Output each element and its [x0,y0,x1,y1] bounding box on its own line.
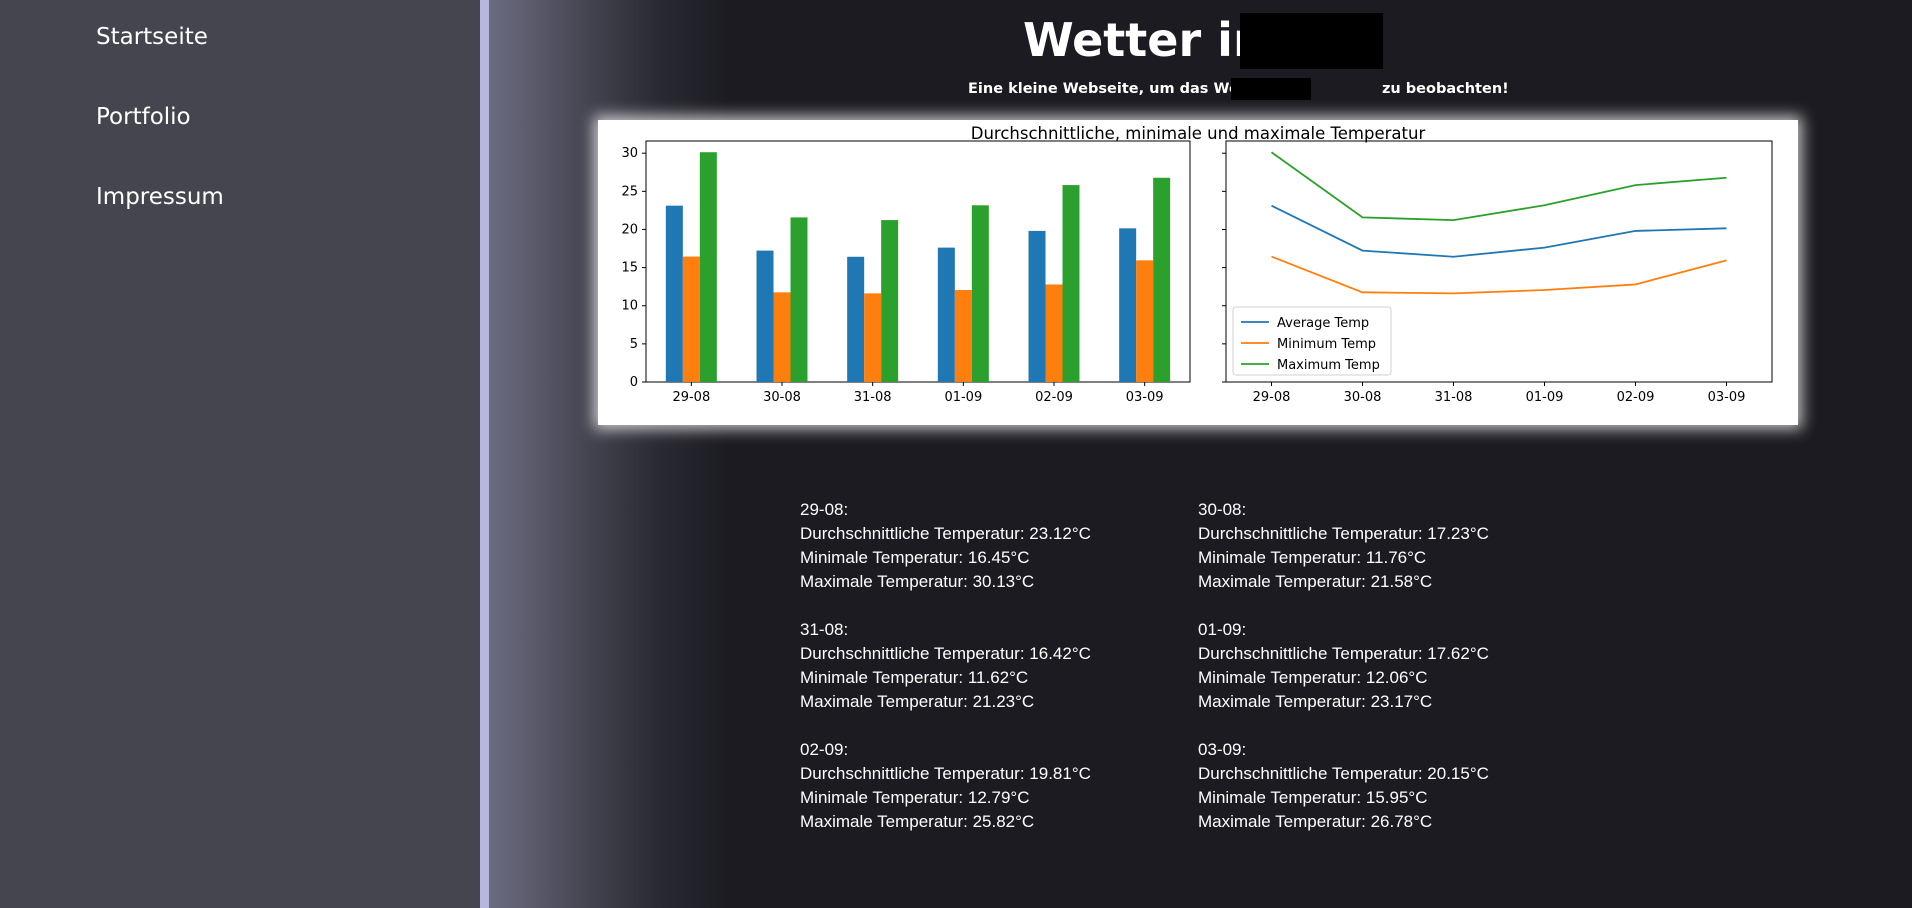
legend-label: Average Temp [1277,316,1369,331]
bar-maximum-temp [790,217,808,382]
chart-svg: 0 5 10 15 20 25 30 29-08 30-08 31-08 01-09 02-09 03-… [621,140,1773,405]
day-minimum-temp: Minimale Temperatur: 12.79°C [800,788,1030,807]
day-minimum-temp: Minimale Temperatur: 15.95°C [1198,788,1428,807]
nav-item-startseite[interactable]: Startseite [96,24,208,50]
day-minimum-temp: Minimale Temperatur: 16.45°C [800,548,1030,567]
x-tick-label-right-chart: 01-09 [1526,390,1564,405]
bar-average-temp [665,205,683,382]
y-tick-label: 30 [621,146,638,161]
sidebar: Startseite Portfolio Impressum [0,0,480,908]
x-tick-label-right-chart: 02-09 [1617,390,1655,405]
bar-average-temp [847,256,865,382]
chart-title: Durchschnittliche, minimale und maximale… [970,124,1426,143]
day-minimum-temp: Minimale Temperatur: 11.62°C [800,668,1029,687]
day-maximum-temp: Maximale Temperatur: 30.13°C [800,572,1035,591]
series-line-maximum-temp [1270,151,1727,221]
x-tick-label: 30-08 [763,390,801,405]
bar-maximum-temp [1062,185,1080,382]
nav-item-impressum[interactable]: Impressum [96,184,224,210]
bar-maximum-temp [971,205,989,382]
bar-minimum-temp [682,256,700,382]
day-average-temp: Durchschnittliche Temperatur: 20.15°C [1198,764,1489,783]
y-tick-label: 20 [621,222,638,237]
day-summary: 30-08: Durchschnittliche Temperatur: 17.2… [1198,498,1489,594]
day-date: 31-08: [800,620,849,639]
page-title: Wetter in [1023,13,1266,67]
line-chart-frame [1225,140,1773,383]
day-maximum-temp: Maximale Temperatur: 26.78°C [1198,812,1433,831]
redacted-city-subtitle [1231,78,1311,100]
legend-label: Maximum Temp [1277,358,1380,373]
legend-box [1232,306,1392,376]
day-average-temp: Durchschnittliche Temperatur: 17.62°C [1198,644,1489,663]
day-average-temp: Durchschnittliche Temperatur: 19.81°C [800,764,1091,783]
x-tick-label: 01-09 [944,390,982,405]
y-tick-label: 15 [621,261,638,276]
x-tick-label-right-chart: 29-08 [1253,390,1291,405]
x-tick-label: 31-08 [854,390,892,405]
bar-average-temp [1119,228,1137,382]
day-summary: 02-09: Durchschnittliche Temperatur: 19.8… [800,738,1091,834]
subtitle-after: zu beobachten! [1381,81,1509,97]
x-tick-label: 29-08 [672,390,710,405]
day-minimum-temp: Minimale Temperatur: 12.06°C [1198,668,1428,687]
bar-minimum-temp [773,292,791,382]
bar-chart-frame [645,140,1191,383]
bar-minimum-temp [954,290,972,382]
nav-item-portfolio[interactable]: Portfolio [96,104,191,130]
bar-minimum-temp [864,293,882,382]
y-tick-label: 25 [621,184,638,199]
bar-average-temp [756,250,774,382]
x-tick-label-right-chart: 31-08 [1435,390,1473,405]
redacted-city-title [1240,13,1383,69]
legend-label: Minimum Temp [1277,337,1376,352]
day-date: 02-09: [800,740,849,759]
day-summary: 03-09: Durchschnittliche Temperatur: 20.1… [1198,738,1489,834]
day-date: 30-08: [1198,500,1247,519]
bar-minimum-temp [1136,260,1154,382]
y-tick-label: 5 [630,337,638,352]
day-average-temp: Durchschnittliche Temperatur: 16.42°C [800,644,1091,663]
x-tick-label-right-chart: 30-08 [1344,390,1382,405]
day-maximum-temp: Maximale Temperatur: 25.82°C [800,812,1035,831]
page-subtitle: Eine kleine Webseite, um das Wetter in zu… [968,80,1509,98]
day-date: 29-08: [800,500,849,519]
bar-maximum-temp [881,220,899,382]
bar-minimum-temp [1045,284,1063,382]
day-maximum-temp: Maximale Temperatur: 23.17°C [1198,692,1433,711]
series-line-minimum-temp [1271,255,1727,295]
x-tick-label-right-chart: 03-09 [1708,390,1746,405]
bar-maximum-temp [699,152,717,382]
day-date: 01-09: [1198,620,1247,639]
day-minimum-temp: Minimale Temperatur: 11.76°C [1198,548,1427,567]
y-tick-label: 0 [630,375,638,390]
day-maximum-temp: Maximale Temperatur: 21.23°C [800,692,1035,711]
day-summary: 29-08: Durchschnittliche Temperatur: 23.1… [800,498,1091,594]
bar-maximum-temp [1153,177,1171,382]
x-tick-label: 02-09 [1035,390,1073,405]
sidebar-border [480,0,489,908]
temperature-chart: Durchschnittliche, minimale und maximale… [598,120,1798,425]
series-line-average-temp [1271,204,1727,258]
subtitle-before: Eine kleine Webseite, um das Wetter in [968,81,1290,97]
day-average-temp: Durchschnittliche Temperatur: 23.12°C [800,524,1091,543]
day-summary: 01-09: Durchschnittliche Temperatur: 17.6… [1198,618,1489,714]
y-tick-label: 10 [621,299,638,314]
day-average-temp: Durchschnittliche Temperatur: 17.23°C [1198,524,1489,543]
day-maximum-temp: Maximale Temperatur: 21.58°C [1198,572,1433,591]
day-date: 03-09: [1198,740,1247,759]
bar-average-temp [1028,230,1046,382]
x-tick-label: 03-09 [1126,390,1164,405]
bar-average-temp [937,247,955,382]
day-summary: 31-08: Durchschnittliche Temperatur: 16.4… [800,618,1091,714]
